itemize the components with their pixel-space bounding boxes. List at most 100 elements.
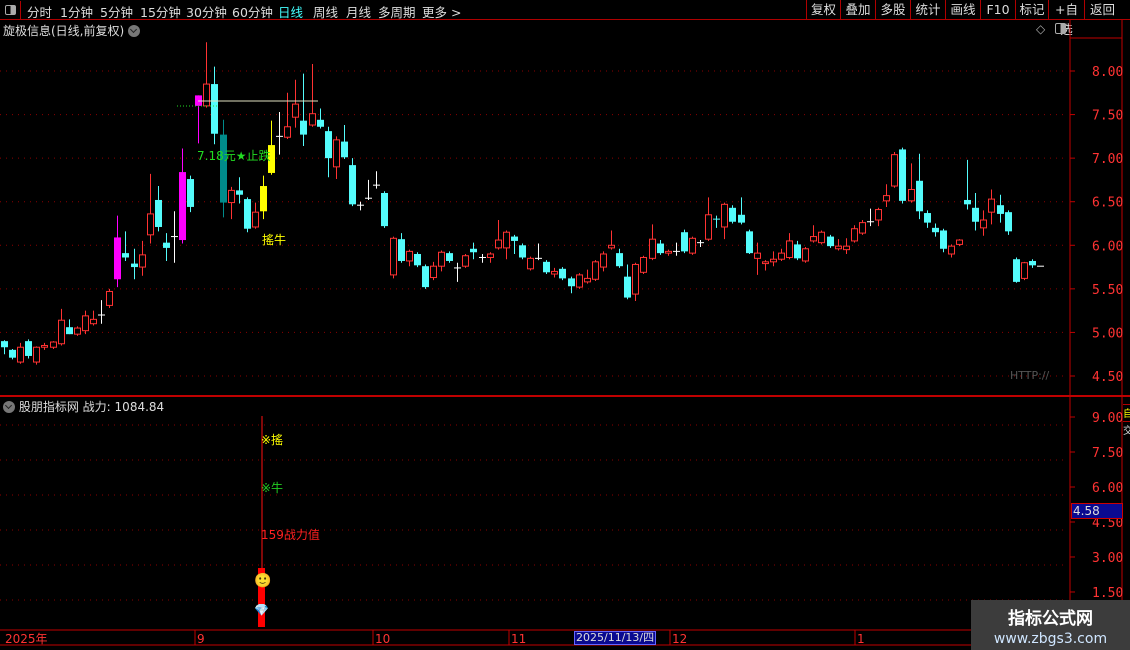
candle-body xyxy=(778,252,785,260)
period-tab-10[interactable]: 更多 > xyxy=(422,5,462,20)
candle-body xyxy=(446,253,453,261)
candle-body xyxy=(487,253,494,258)
candle-body xyxy=(649,238,656,259)
candle-body xyxy=(220,134,227,203)
candle-body xyxy=(908,189,915,202)
period-tab-7[interactable]: 周线 xyxy=(313,5,339,20)
candle-body xyxy=(9,349,16,358)
candle-body xyxy=(916,180,923,212)
candle-body xyxy=(74,327,81,335)
candle-body xyxy=(705,214,712,240)
stock-title: 旋极信息(日线,前复权) xyxy=(3,24,125,38)
candle-body xyxy=(932,227,939,233)
candle-body xyxy=(818,231,825,244)
candle-body xyxy=(25,341,32,356)
toolbar-button-4[interactable]: 画线 xyxy=(945,0,980,20)
period-tab-5[interactable]: 60分钟 xyxy=(232,5,273,20)
candle-body xyxy=(794,244,801,259)
yao-label: ※搖 xyxy=(261,433,284,447)
candle-body xyxy=(624,276,631,298)
indicator-value-label: 战力: xyxy=(82,400,111,414)
period-tab-9[interactable]: 多周期 xyxy=(378,5,416,20)
candle-body xyxy=(997,205,1004,214)
candle-body xyxy=(187,179,194,207)
chevron-down-icon[interactable] xyxy=(128,25,141,37)
price-tick-label: 5.50 xyxy=(1092,283,1123,298)
watermark: 指标公式网 www.zbgs3.com xyxy=(971,600,1130,650)
time-label: 12 xyxy=(672,632,687,646)
candle-body xyxy=(972,207,979,222)
chevron-down-icon[interactable] xyxy=(3,401,15,413)
candle-body xyxy=(843,245,850,251)
period-tab-3[interactable]: 15分钟 xyxy=(140,5,181,20)
diamond-icon[interactable]: ◇ xyxy=(1036,22,1046,36)
candle-body xyxy=(58,319,65,345)
period-tab-4[interactable]: 30分钟 xyxy=(186,5,227,20)
candle-body xyxy=(284,126,291,138)
candle-body xyxy=(948,245,955,255)
candle-body xyxy=(721,203,728,228)
price-tick-label: 4.50 xyxy=(1092,370,1123,385)
period-tab-2[interactable]: 5分钟 xyxy=(100,5,133,20)
main-chart-title: 旋极信息(日线,前复权) xyxy=(3,22,141,39)
candle-body xyxy=(82,315,89,332)
candle-body xyxy=(333,139,340,168)
panel-icon xyxy=(5,5,16,15)
candle-body xyxy=(584,277,591,283)
candle-body xyxy=(503,231,510,249)
toolbar-button-3[interactable]: 统计 xyxy=(910,0,945,20)
candle-body xyxy=(260,186,267,212)
candle-body xyxy=(430,265,437,279)
candle-body xyxy=(980,219,987,229)
candle-body xyxy=(470,248,477,253)
candle-body xyxy=(462,255,469,267)
candle-body xyxy=(300,120,307,135)
candle-body xyxy=(964,199,971,205)
power-label: 159战力值 xyxy=(261,528,320,542)
toolbar-button-1[interactable]: 叠加 xyxy=(840,0,875,20)
candle-body xyxy=(349,165,356,205)
cursor-date-label: 2025/11/13/四 xyxy=(574,631,657,645)
toolbar-button-2[interactable]: 多股 xyxy=(875,0,910,20)
candle-body xyxy=(527,257,534,270)
candle-body xyxy=(1029,260,1036,266)
candle-body xyxy=(883,195,890,202)
toolbar-button-5[interactable]: F10 xyxy=(980,0,1015,20)
candle-body xyxy=(325,131,332,159)
price-tick-label: 6.50 xyxy=(1092,196,1123,211)
candle-body xyxy=(147,213,154,236)
candle-body xyxy=(139,254,146,268)
candle-body xyxy=(632,263,639,295)
period-tab-6[interactable]: 日线 xyxy=(278,5,304,20)
side-tab[interactable]: 交 xyxy=(1123,421,1130,437)
toolbar-button-8[interactable]: 返回 xyxy=(1084,0,1120,20)
candle-body xyxy=(746,231,753,254)
candle-body xyxy=(899,149,906,201)
toolbar-button-6[interactable]: 标记 xyxy=(1015,0,1048,20)
candle-body xyxy=(131,263,138,268)
panel-toggle-button[interactable] xyxy=(1,1,21,19)
candle-body xyxy=(519,245,526,258)
candle-body xyxy=(228,189,235,204)
candle-body xyxy=(551,270,558,275)
candle-body xyxy=(33,346,40,363)
candle-body xyxy=(835,245,842,250)
candle-body xyxy=(738,214,745,223)
side-tab[interactable]: 自 xyxy=(1123,404,1130,420)
candle-body xyxy=(90,318,97,325)
time-label: 2025年 xyxy=(5,632,48,646)
candle-body xyxy=(390,237,397,276)
period-tab-1[interactable]: 1分钟 xyxy=(60,5,93,20)
candle-body xyxy=(155,199,162,227)
period-tab-0[interactable]: 分时 xyxy=(27,5,53,20)
price-tick-label: 7.00 xyxy=(1092,152,1123,167)
candle-body xyxy=(163,242,170,248)
candle-body xyxy=(211,84,218,134)
toolbar-button-0[interactable]: 复权 xyxy=(806,0,840,20)
candle-body xyxy=(600,253,607,268)
panel-icon[interactable] xyxy=(1055,23,1066,34)
candle-body xyxy=(236,190,243,195)
period-tab-8[interactable]: 月线 xyxy=(346,5,372,20)
candle-body xyxy=(414,253,421,266)
